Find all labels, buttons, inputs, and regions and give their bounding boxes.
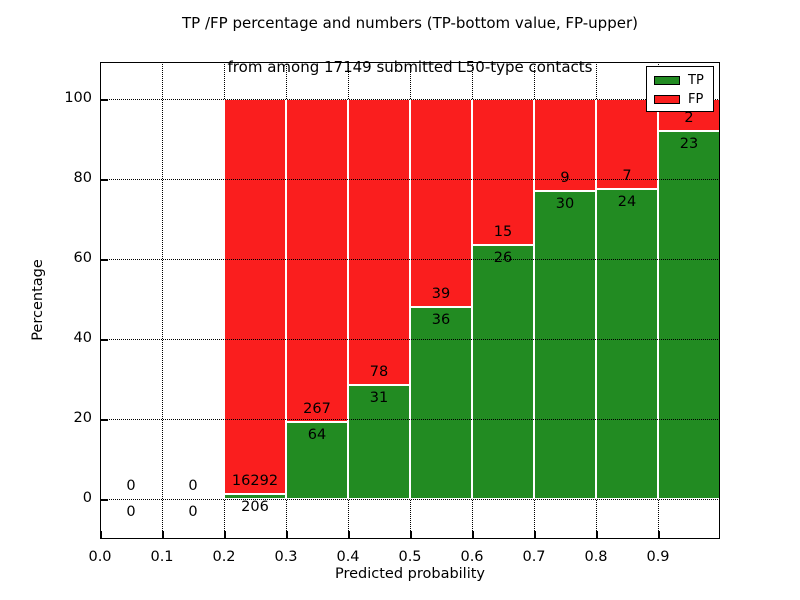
- y-tick-mark: [100, 99, 108, 101]
- tp-count-label: 36: [431, 312, 451, 328]
- bar-segment-tp: [596, 189, 658, 499]
- bar-segment-tp: [534, 191, 596, 499]
- legend-item-fp: FP: [654, 90, 713, 109]
- tp-count-label: 64: [307, 426, 327, 443]
- x-axis-label: Predicted probability: [334, 566, 486, 582]
- bar-segment-tp: [658, 131, 720, 499]
- x-tick-mark: [410, 531, 412, 539]
- y-tick-mark: [100, 339, 108, 341]
- x-tick-mark: [286, 531, 288, 539]
- tp-count-label: 0: [188, 504, 198, 520]
- y-tick-label: 80: [73, 170, 92, 186]
- x-tick-mark: [658, 531, 660, 539]
- gridline-horizontal: [100, 99, 720, 100]
- y-tick-label: 40: [73, 330, 92, 346]
- tp-count-label: 24: [617, 194, 637, 211]
- y-tick-mark: [100, 259, 108, 261]
- bar-segment-fp: [534, 99, 596, 192]
- y-tick-mark: [100, 499, 108, 501]
- tp-count-label: 26: [493, 250, 513, 267]
- x-tick-mark: [162, 531, 164, 539]
- x-tick-mark: [596, 531, 598, 539]
- x-tick-label: 0.3: [274, 549, 298, 565]
- bar-segment-tp: [348, 385, 410, 499]
- y-tick-mark: [100, 419, 108, 421]
- x-tick-label: 0.4: [336, 549, 360, 565]
- y-tick-label: 100: [64, 90, 92, 106]
- x-tick-label: 0.1: [150, 549, 174, 565]
- fp-count-label: 7: [622, 168, 632, 185]
- gridline-horizontal: [100, 339, 720, 340]
- x-tick-mark: [224, 531, 226, 539]
- fp-count-label: 2: [684, 110, 694, 126]
- gridline-horizontal: [100, 499, 720, 500]
- bar-segment-fp: [224, 99, 286, 494]
- gridline-vertical: [162, 62, 163, 539]
- bar-segment-fp: [472, 99, 534, 246]
- y-tick-mark: [100, 179, 108, 181]
- fp-count-label: 16292: [231, 473, 279, 489]
- x-tick-label: 0.6: [460, 549, 484, 565]
- tp-count-label: 206: [241, 499, 269, 515]
- x-tick-mark: [472, 531, 474, 539]
- legend-label-tp: TP: [688, 73, 704, 88]
- y-tick-label: 20: [73, 410, 92, 426]
- tp-count-label: 31: [369, 390, 389, 407]
- bar-segment-fp: [410, 99, 472, 307]
- y-tick-label: 0: [82, 490, 92, 506]
- x-tick-label: 0.2: [212, 549, 236, 565]
- x-tick-label: 0.8: [584, 549, 608, 565]
- x-tick-label: 0.5: [398, 549, 422, 565]
- fp-count-label: 9: [560, 170, 570, 187]
- bar-segment-tp: [286, 421, 348, 499]
- x-tick-label: 0.0: [88, 549, 112, 565]
- fp-count-label: 15: [493, 224, 513, 241]
- tp-count-label: 23: [679, 136, 699, 152]
- bar-segment-fp: [286, 99, 348, 422]
- tp-count-label: 30: [555, 196, 575, 213]
- chart-title-line1: TP /FP percentage and numbers (TP-bottom…: [182, 14, 638, 32]
- fp-count-label: 39: [431, 286, 451, 302]
- y-axis-label: Percentage: [30, 259, 46, 341]
- bar-segment-fp: [348, 99, 410, 386]
- gridline-horizontal: [100, 179, 720, 180]
- fp-count-label: 267: [303, 400, 331, 417]
- fp-count-label: 0: [126, 478, 136, 494]
- tp-count-label: 0: [126, 504, 136, 520]
- legend-label-fp: FP: [688, 92, 704, 107]
- gridline-horizontal: [100, 419, 720, 420]
- legend-item-tp: TP: [654, 71, 713, 90]
- x-tick-mark: [534, 531, 536, 539]
- x-tick-label: 0.7: [522, 549, 546, 565]
- y-tick-label: 60: [73, 250, 92, 266]
- gridline-horizontal: [100, 259, 720, 260]
- x-tick-mark: [100, 531, 102, 539]
- fp-count-label: 78: [369, 364, 389, 381]
- tp-color-swatch-icon: [654, 76, 680, 85]
- bar-segment-tp: [224, 494, 286, 499]
- legend: TP FP: [646, 66, 714, 112]
- bar-segment-fp: [596, 99, 658, 190]
- x-tick-label: 0.9: [646, 549, 670, 565]
- fp-count-label: 0: [188, 478, 198, 494]
- bar-segment-tp: [472, 245, 534, 499]
- fp-color-swatch-icon: [654, 95, 680, 104]
- x-tick-mark: [348, 531, 350, 539]
